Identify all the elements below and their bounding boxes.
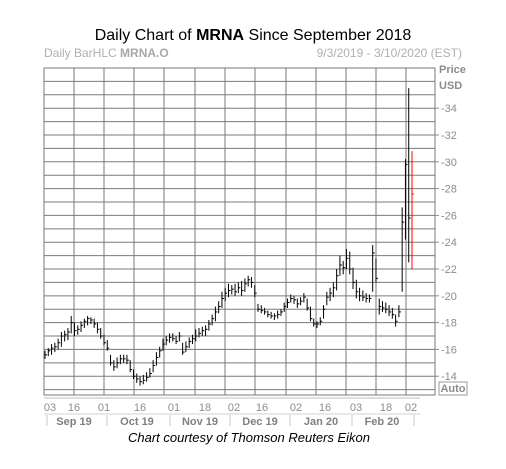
date-range: 9/3/2019 - 3/10/2020 (EST) xyxy=(317,46,462,60)
x-tick-label: 02 xyxy=(228,402,240,414)
y-tick-label: -24 xyxy=(441,237,457,249)
grid xyxy=(43,67,436,396)
x-tick-label: 02 xyxy=(405,402,417,414)
y-tick-label: -30 xyxy=(441,157,457,169)
y-tick-label: -16 xyxy=(441,344,457,356)
y-tick-label: -34 xyxy=(441,103,457,115)
y-tick-label: -32 xyxy=(441,130,457,142)
auto-scale-button[interactable]: Auto xyxy=(438,381,468,396)
x-tick-label: 02 xyxy=(290,402,302,414)
x-tick-label: 03 xyxy=(350,402,362,414)
month-label: Nov 19 xyxy=(182,416,218,428)
x-tick-label: 18 xyxy=(199,402,211,414)
x-tick-label: 16 xyxy=(68,402,80,414)
y-tick-label: -18 xyxy=(441,318,457,330)
chart-label-prefix: Daily BarHLC xyxy=(44,46,120,60)
x-tick-label: 16 xyxy=(319,402,331,414)
y-tick-label: -22 xyxy=(441,264,457,276)
chart-credit: Chart courtesy of Thomson Reuters Eikon xyxy=(128,430,370,445)
chart-label: Daily BarHLC MRNA.O xyxy=(44,46,169,60)
x-tick-label: 16 xyxy=(134,402,146,414)
y-tick-label: -14 xyxy=(441,371,457,383)
chart-label-symbol: MRNA.O xyxy=(120,46,169,60)
y-tick-label: -28 xyxy=(441,184,457,196)
x-tick-label: 01 xyxy=(168,402,180,414)
x-axis: 03 16 01 16 01 18 02 16 02 16 03 18 02 Sep 19 Oct 19 No… xyxy=(44,402,417,428)
price-bars xyxy=(44,88,414,386)
chart-title: Daily Chart of MRNA Since September 2018 xyxy=(95,27,412,44)
month-label: Oct 19 xyxy=(120,416,154,428)
x-tick-label: 18 xyxy=(380,402,392,414)
x-tick-label: 03 xyxy=(44,402,56,414)
title-prefix: Daily Chart of xyxy=(95,27,196,44)
x-tick-label: 01 xyxy=(98,402,110,414)
month-label: Jan 20 xyxy=(304,416,338,428)
y-label-price: Price xyxy=(439,64,466,76)
y-label-usd: USD xyxy=(439,80,462,92)
month-label: Feb 20 xyxy=(365,416,400,428)
auto-scale-label: Auto xyxy=(440,383,465,395)
title-suffix: Since September 2018 xyxy=(244,27,411,44)
month-label: Sep 19 xyxy=(56,416,91,428)
title-symbol: MRNA xyxy=(196,27,244,44)
x-tick-label: 16 xyxy=(256,402,268,414)
y-axis: -14 -16 -18 -20 -22 -24 -26 -28 -30 -32 -34 xyxy=(435,103,457,383)
y-tick-label: -26 xyxy=(441,210,457,222)
month-label: Dec 19 xyxy=(242,416,277,428)
y-tick-label: -20 xyxy=(441,291,457,303)
